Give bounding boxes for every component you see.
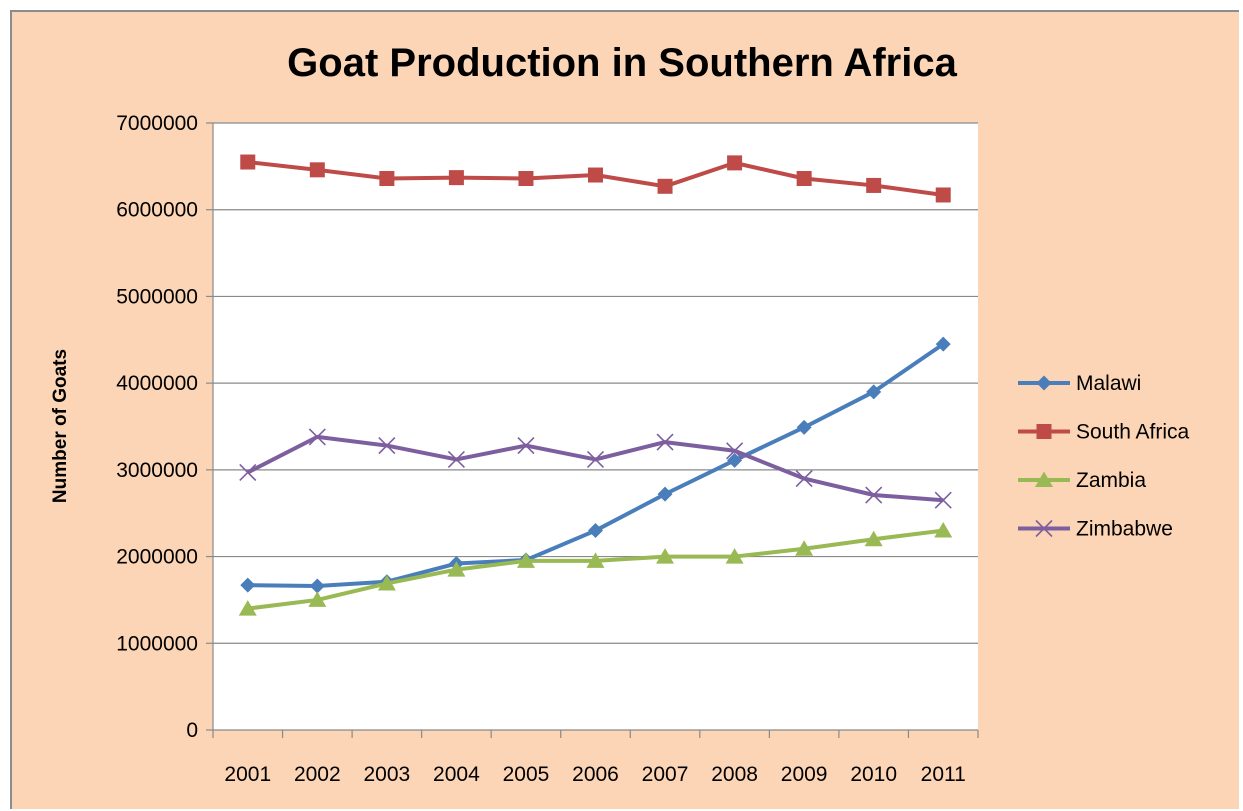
data-point: [657, 178, 673, 194]
marker-stroke: [517, 437, 535, 455]
data-point: [448, 170, 464, 186]
marker-stroke: [239, 463, 257, 482]
data-point: [378, 437, 396, 455]
marker-stroke: [795, 469, 813, 488]
data-point: [586, 450, 605, 469]
legend-label: South Africa: [1076, 421, 1190, 444]
data-point: [866, 177, 882, 193]
x-tick-label: 2002: [294, 763, 341, 786]
axes: 0 1000000 2000000 3000000 4000000 5000000 6000…: [116, 112, 979, 786]
x-tick-label: 2010: [850, 763, 897, 786]
data-point: [308, 591, 327, 607]
series-zimbabwe: [239, 428, 952, 509]
x-tick-label: 2003: [364, 763, 411, 786]
x-tick-label: 2004: [433, 763, 480, 786]
marker-stroke: [934, 491, 952, 509]
data-point: [864, 530, 883, 547]
series-zambia: [238, 522, 953, 616]
x-tick-label: 2011: [921, 763, 966, 786]
x-tick-label: 2001: [224, 763, 271, 786]
marker-stroke: [726, 442, 744, 460]
marker-stroke: [865, 486, 883, 504]
legend-marker: [1035, 471, 1053, 487]
data-point: [796, 419, 812, 435]
data-point: [240, 154, 256, 170]
data-point: [656, 548, 675, 564]
data-point: [866, 384, 882, 400]
series-layer: [238, 154, 953, 616]
legend-item: Zambia: [1018, 469, 1146, 492]
data-point: [518, 170, 534, 186]
legend-item: South Africa: [1018, 421, 1190, 444]
data-point: [588, 167, 603, 183]
x-tick-label: 2005: [503, 763, 550, 786]
x-tick-label: 2009: [781, 763, 828, 786]
x-tick-label: 2008: [711, 763, 758, 786]
series-south-africa: [240, 154, 951, 203]
data-point: [656, 433, 674, 451]
legend-label: Zambia: [1076, 469, 1146, 492]
marker-stroke: [447, 450, 465, 469]
data-point: [588, 523, 603, 539]
data-point: [795, 540, 814, 556]
data-point: [238, 600, 257, 616]
marker-stroke: [308, 428, 326, 446]
data-point: [726, 442, 744, 460]
data-point: [727, 155, 743, 171]
data-point: [308, 428, 326, 446]
legend-marker: [1035, 519, 1053, 538]
data-point: [795, 469, 813, 488]
chart-title: Goat Production in Southern Africa: [287, 41, 957, 85]
x-tick-label: 2006: [572, 763, 619, 786]
data-point: [309, 162, 325, 178]
y-tick-label: 6000000: [116, 199, 198, 222]
marker-stroke: [378, 437, 396, 455]
y-axis-label: Number of Goats: [50, 349, 71, 503]
data-point: [657, 486, 673, 502]
marker-stroke: [656, 433, 674, 451]
data-point: [935, 187, 951, 203]
data-point: [447, 561, 466, 577]
y-tick-label: 5000000: [116, 285, 198, 308]
legend-item: Malawi: [1018, 372, 1141, 395]
legend-marker: [1036, 424, 1052, 439]
data-point: [239, 463, 257, 482]
y-tick-label: 0: [186, 719, 198, 742]
marker-stroke: [586, 450, 605, 469]
data-point: [586, 552, 605, 568]
legend-label: Zimbabwe: [1076, 518, 1173, 541]
data-point: [379, 170, 395, 186]
data-point: [725, 548, 744, 564]
y-tick-label: 1000000: [116, 632, 198, 655]
data-point: [865, 486, 883, 504]
y-tick-label: 7000000: [116, 112, 198, 135]
data-point: [934, 491, 952, 509]
data-point: [517, 437, 535, 455]
data-point: [727, 452, 743, 468]
legend: Malawi South Africa Zambia Zimbabwe: [1018, 372, 1190, 541]
series-malawi: [240, 336, 951, 594]
y-tick-label: 3000000: [116, 459, 198, 482]
data-point: [309, 578, 325, 594]
data-point: [796, 170, 812, 186]
legend-marker: [1036, 375, 1052, 391]
data-point: [516, 552, 535, 568]
y-tick-label: 2000000: [116, 546, 198, 569]
legend-item: Zimbabwe: [1018, 518, 1173, 541]
marker-stroke: [1035, 519, 1053, 538]
data-point: [934, 522, 953, 538]
legend-label: Malawi: [1076, 372, 1141, 395]
x-tick-label: 2007: [642, 763, 689, 786]
data-point: [935, 336, 951, 352]
data-point: [447, 450, 465, 469]
y-tick-label: 4000000: [116, 372, 198, 395]
data-point: [240, 577, 256, 593]
plot-area: [213, 123, 978, 730]
data-point: [377, 574, 396, 591]
